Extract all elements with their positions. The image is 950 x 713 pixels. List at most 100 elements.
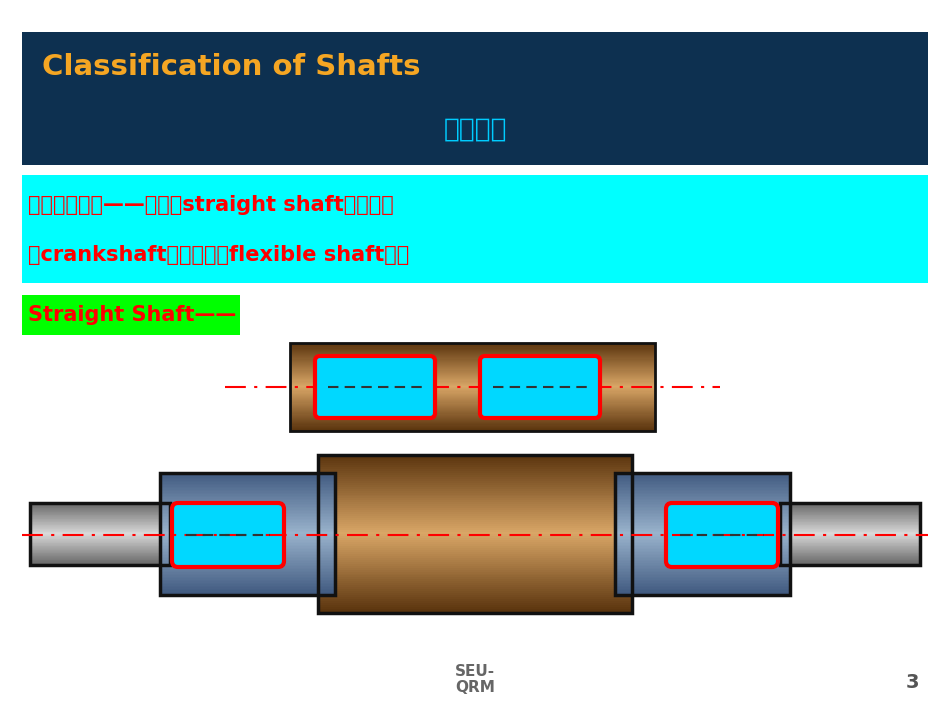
- Bar: [318, 506, 632, 508]
- Bar: [290, 358, 655, 359]
- Bar: [30, 525, 170, 527]
- Bar: [318, 541, 632, 544]
- Bar: [615, 489, 790, 491]
- Bar: [318, 496, 632, 498]
- Bar: [615, 588, 790, 590]
- Bar: [290, 371, 655, 373]
- Bar: [160, 520, 335, 522]
- Text: SEU-: SEU-: [455, 664, 495, 679]
- Bar: [290, 343, 655, 431]
- Bar: [290, 369, 655, 371]
- Bar: [290, 356, 655, 359]
- Bar: [318, 559, 632, 562]
- Bar: [160, 549, 335, 550]
- Bar: [160, 583, 335, 585]
- Bar: [615, 535, 790, 537]
- Bar: [780, 550, 920, 552]
- Bar: [615, 520, 790, 522]
- Bar: [290, 342, 655, 344]
- Bar: [780, 553, 920, 554]
- Bar: [160, 482, 335, 483]
- Bar: [30, 530, 170, 532]
- Bar: [290, 356, 655, 357]
- Bar: [290, 374, 655, 375]
- Bar: [30, 529, 170, 530]
- Bar: [318, 498, 632, 501]
- Text: 轴的分类: 轴的分类: [444, 117, 506, 143]
- Bar: [160, 498, 335, 501]
- Bar: [780, 531, 920, 533]
- Bar: [318, 468, 632, 471]
- Bar: [780, 507, 920, 508]
- Bar: [160, 512, 335, 514]
- Bar: [780, 530, 920, 532]
- Bar: [160, 544, 335, 546]
- Bar: [318, 563, 632, 565]
- Bar: [615, 529, 790, 531]
- Bar: [780, 549, 920, 550]
- Bar: [160, 530, 335, 533]
- Bar: [780, 560, 920, 561]
- Bar: [615, 555, 790, 557]
- Bar: [780, 533, 920, 535]
- Bar: [318, 486, 632, 488]
- Bar: [290, 421, 655, 424]
- Bar: [318, 454, 632, 457]
- Bar: [30, 513, 170, 514]
- Bar: [780, 510, 920, 511]
- Bar: [290, 376, 655, 377]
- Bar: [160, 480, 335, 482]
- Bar: [318, 591, 632, 593]
- Bar: [30, 537, 170, 538]
- Bar: [160, 489, 335, 491]
- Bar: [780, 525, 920, 526]
- Bar: [780, 543, 920, 544]
- Bar: [615, 492, 790, 494]
- Bar: [780, 543, 920, 545]
- Bar: [160, 483, 335, 486]
- Bar: [160, 556, 335, 558]
- Bar: [160, 560, 335, 561]
- Bar: [30, 503, 170, 505]
- Text: 按轴线形状分——直轴（straight shaft）、曲轴: 按轴线形状分——直轴（straight shaft）、曲轴: [28, 195, 393, 215]
- Bar: [780, 522, 920, 523]
- Bar: [160, 543, 335, 545]
- Bar: [290, 374, 655, 376]
- Bar: [780, 561, 920, 563]
- Bar: [780, 517, 920, 518]
- Bar: [615, 491, 790, 493]
- Bar: [318, 573, 632, 575]
- Bar: [160, 579, 335, 581]
- Bar: [30, 520, 170, 522]
- Bar: [290, 383, 655, 385]
- Bar: [30, 519, 170, 520]
- Bar: [615, 511, 790, 513]
- Bar: [290, 382, 655, 384]
- Bar: [30, 548, 170, 550]
- Bar: [318, 605, 632, 607]
- Bar: [780, 529, 920, 530]
- Bar: [318, 474, 632, 477]
- Bar: [160, 474, 335, 476]
- Bar: [615, 590, 790, 592]
- Bar: [318, 561, 632, 563]
- Bar: [290, 344, 655, 345]
- Bar: [615, 572, 790, 574]
- Bar: [160, 488, 335, 490]
- Bar: [290, 403, 655, 404]
- Bar: [780, 562, 920, 563]
- Bar: [30, 526, 170, 528]
- Bar: [160, 563, 335, 565]
- Bar: [780, 540, 920, 542]
- Bar: [780, 554, 920, 555]
- Bar: [290, 423, 655, 424]
- Bar: [780, 523, 920, 524]
- Bar: [615, 486, 790, 488]
- Bar: [30, 562, 170, 563]
- Bar: [160, 491, 335, 493]
- Bar: [30, 552, 170, 553]
- Bar: [780, 520, 920, 522]
- Bar: [30, 546, 170, 547]
- Bar: [318, 599, 632, 601]
- Bar: [160, 584, 335, 586]
